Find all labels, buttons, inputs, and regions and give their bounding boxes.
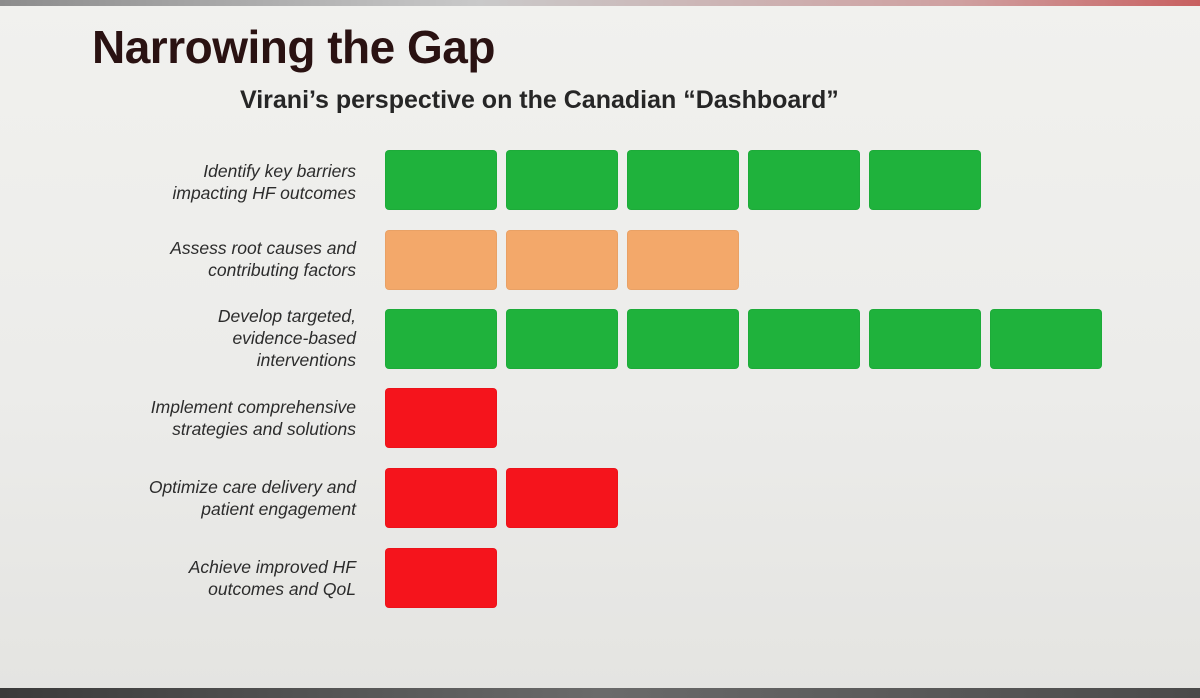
- row-label: Implement comprehensive strategies and s…: [150, 397, 356, 439]
- green-status-block: [627, 309, 739, 369]
- red-status-block: [385, 388, 497, 448]
- green-status-block: [869, 309, 981, 369]
- green-status-block: [869, 150, 981, 210]
- green-status-block: [506, 150, 618, 210]
- green-status-block: [385, 150, 497, 210]
- green-status-block: [748, 150, 860, 210]
- row-label: Achieve improved HF outcomes and QoL: [188, 557, 356, 599]
- orange-status-block: [385, 230, 497, 290]
- row-label: Assess root causes and contributing fact…: [170, 238, 356, 280]
- slide-title: Narrowing the Gap: [92, 21, 495, 73]
- slide-subtitle: Virani’s perspective on the Canadian “Da…: [240, 86, 839, 114]
- green-status-block: [506, 309, 618, 369]
- red-status-block: [385, 468, 497, 528]
- row-label: Develop targeted, evidence-based interve…: [217, 306, 356, 370]
- red-status-block: [385, 548, 497, 608]
- orange-status-block: [627, 230, 739, 290]
- green-status-block: [990, 309, 1102, 369]
- slide-bottom-edge: [0, 688, 1200, 698]
- green-status-block: [385, 309, 497, 369]
- red-status-block: [506, 468, 618, 528]
- row-label: Optimize care delivery and patient engag…: [148, 477, 356, 519]
- orange-status-block: [506, 230, 618, 290]
- green-status-block: [627, 150, 739, 210]
- row-label: Identify key barriers impacting HF outco…: [172, 161, 356, 203]
- green-status-block: [748, 309, 860, 369]
- slide-top-edge: [0, 0, 1200, 6]
